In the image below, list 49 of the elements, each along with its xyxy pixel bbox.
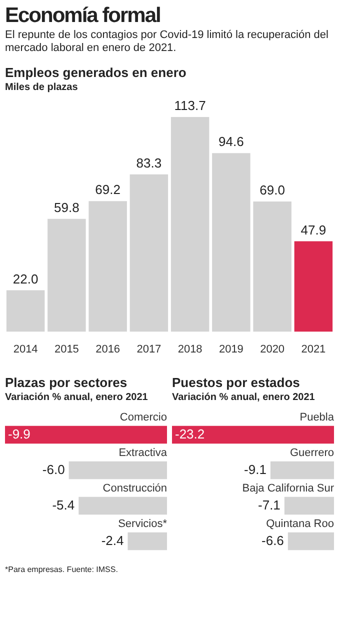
bar [130, 174, 168, 332]
text: *Para empresas. Fuente: IMSS. [5, 565, 119, 574]
x-tick-label: 2016 [96, 343, 120, 356]
x-tick-label: 2014 [13, 343, 38, 356]
x-tick-label: 2019 [218, 343, 244, 356]
text: Economía formal [5, 4, 162, 28]
y-tick-label: Construcción [102, 482, 167, 494]
chart-subtitle: Variación % anual, enero 2021 [5, 392, 149, 403]
y-tick-label: Extractiva [118, 446, 168, 459]
text: El repunte de los contagios por Covid-19 limitó la recuperación del mercado laboral en enero de 2021. [5, 29, 330, 55]
x-tick-label: 2018 [178, 343, 202, 356]
data-label: 47.9 [300, 222, 326, 238]
y-tick-label: Servicios* [118, 518, 168, 530]
chart-title: Puestos por estados [172, 375, 301, 390]
x-tick-label: 2015 [54, 343, 79, 356]
bar [294, 241, 333, 332]
chart-title: Plazas por sectores [5, 375, 128, 390]
data-label: 113.7 [174, 98, 206, 114]
bar [212, 153, 250, 332]
data-label: 59.8 [54, 200, 80, 215]
data-label: -9.1 [244, 462, 266, 477]
x-tick-label: 2021 [301, 343, 326, 356]
y-tick-label: Comercio [120, 411, 167, 424]
data-label: -2.4 [101, 532, 124, 548]
bar [48, 218, 86, 332]
y-tick-label: Quintana Roo [266, 518, 334, 530]
data-label: -23.2 [175, 426, 205, 442]
bar [88, 201, 127, 332]
data-label: -6.6 [262, 532, 284, 548]
x-tick-label: 2020 [260, 343, 285, 356]
bar [170, 117, 210, 332]
chart-title: Empleos generados en enero [5, 65, 188, 80]
bar [6, 290, 45, 332]
chart-subtitle: Variación % anual, enero 2021 [172, 392, 316, 403]
y-tick-label: Guerrero [290, 446, 334, 459]
y-tick-label: Puebla [300, 411, 335, 424]
chart-subtitle: Miles de plazas [5, 82, 79, 93]
data-label: 94.6 [218, 134, 244, 150]
data-label: -7.1 [258, 497, 280, 512]
x-tick-label: 2017 [136, 343, 162, 356]
data-label: 22.0 [12, 271, 38, 286]
data-label: -5.4 [52, 497, 75, 512]
y-tick-label: Baja California Sur [242, 482, 334, 494]
data-label: 69.0 [260, 182, 285, 198]
data-label: -6.0 [42, 462, 65, 477]
data-label: -9.9 [8, 426, 30, 442]
bar [253, 201, 292, 332]
data-label: 69.2 [95, 182, 120, 198]
data-label: 83.3 [136, 156, 162, 171]
